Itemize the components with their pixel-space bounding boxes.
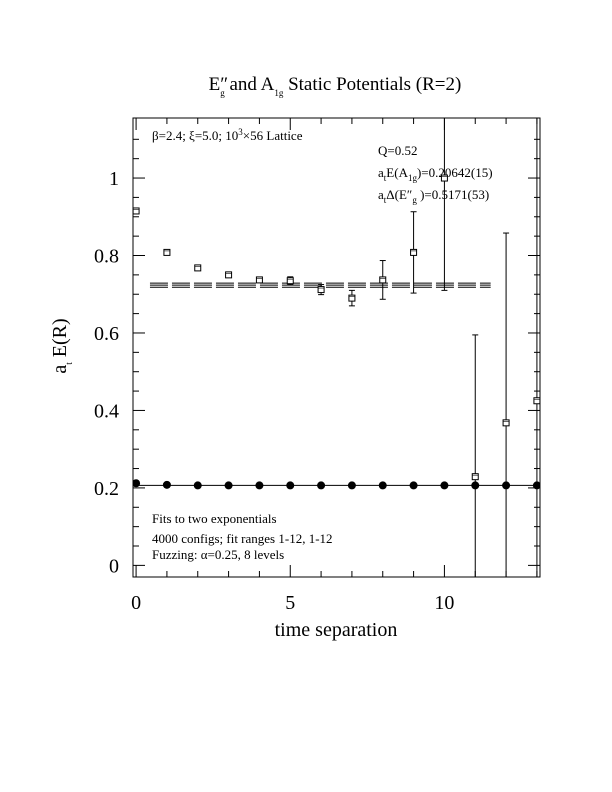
x-tick-label: 5 <box>285 592 295 614</box>
data-point <box>379 276 387 284</box>
y-tick-label: 0.8 <box>94 246 119 268</box>
y-axis-label: at E(R) <box>49 318 74 373</box>
data-point <box>255 276 263 284</box>
data-point <box>225 271 233 279</box>
x-tick-label: 10 <box>434 592 454 614</box>
data-point <box>194 264 202 272</box>
data-point <box>286 277 294 285</box>
y-tick-label: 0.2 <box>94 478 119 500</box>
annotation: atE(A1g)=0.20642(15) <box>378 165 493 183</box>
data-point <box>410 248 418 256</box>
y-tick-label: 0.4 <box>94 400 119 422</box>
data-point <box>224 481 233 490</box>
data-point <box>471 473 479 481</box>
data-point <box>533 397 540 405</box>
data-point <box>286 481 295 490</box>
annotation: Q=0.52 <box>378 143 417 158</box>
data-point <box>317 286 325 294</box>
data-point <box>193 481 202 490</box>
data-point <box>133 479 141 488</box>
data-point <box>255 481 264 490</box>
data-point <box>348 294 356 302</box>
data-point <box>163 248 171 256</box>
data-point <box>440 481 449 490</box>
data-point <box>162 480 171 489</box>
annotation: 4000 configs; fit ranges 1-12, 1-12 <box>152 531 333 546</box>
annotation: β=2.4; ξ=5.0; 103×56 Lattice <box>152 127 303 143</box>
annotation: atΔ(E″g )=0.5171(53) <box>378 187 489 205</box>
y-tick-label: 1 <box>109 168 119 190</box>
data-point <box>347 481 356 490</box>
y-tick-label: 0.6 <box>94 323 119 345</box>
plot-area <box>133 118 540 577</box>
data-point <box>317 481 326 490</box>
chart-title: E″g and A1g Static Potentials (R=2) <box>209 74 462 98</box>
data-point <box>502 419 510 427</box>
y-tick-label: 0 <box>109 555 119 577</box>
data-point <box>440 174 448 182</box>
data-point <box>133 207 140 215</box>
annotation: Fits to two exponentials <box>152 511 277 526</box>
x-tick-label: 0 <box>131 592 141 614</box>
annotation: Fuzzing: α=0.25, 8 levels <box>152 547 284 562</box>
x-axis-label: time separation <box>275 619 398 641</box>
data-point <box>378 481 387 490</box>
data-point <box>409 481 418 490</box>
plot-frame <box>132 117 541 578</box>
